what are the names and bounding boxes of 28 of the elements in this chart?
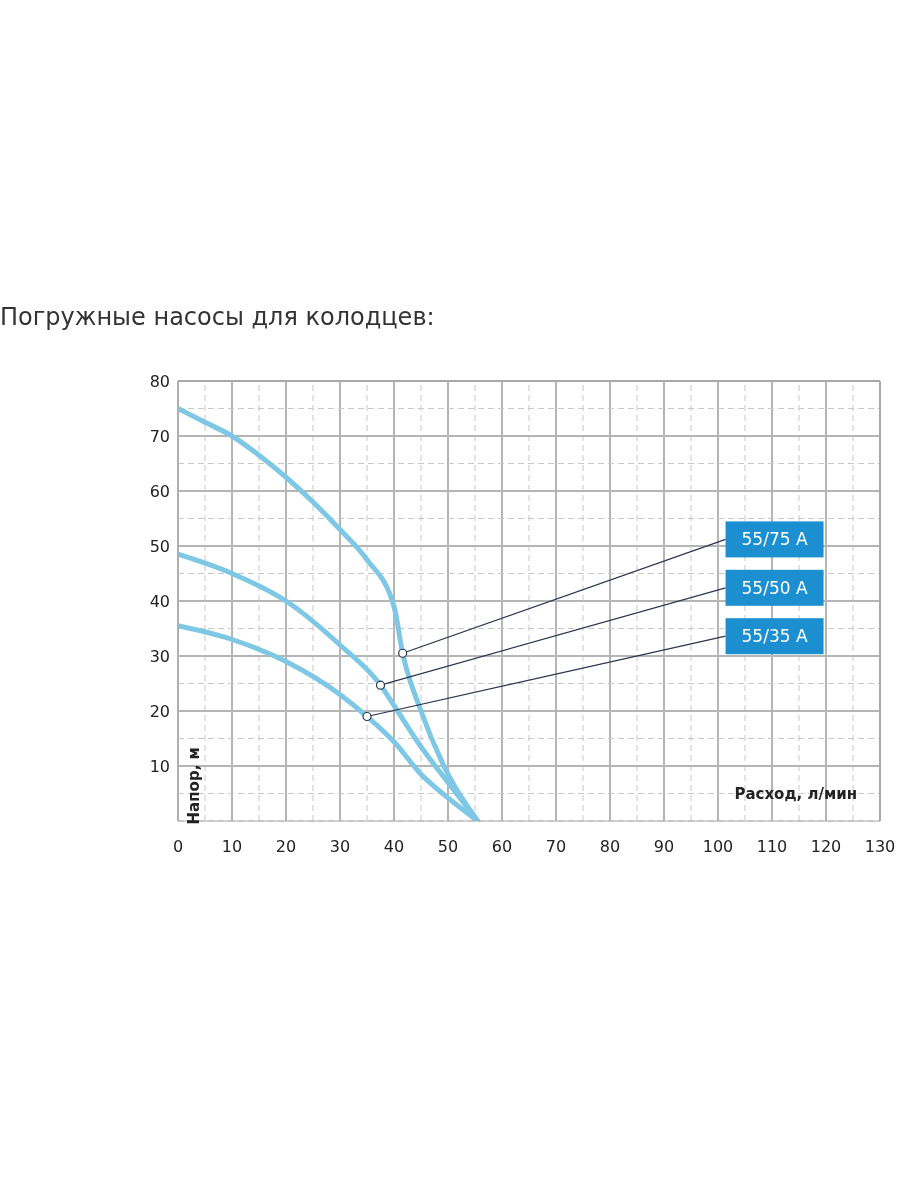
y-tick-label: 10	[149, 756, 170, 776]
annotation: 55/35 A	[741, 626, 808, 647]
x-tick-label: 120	[810, 837, 842, 857]
y-tick-label: 30	[149, 646, 170, 666]
y-tick-label: 40	[149, 591, 170, 611]
y-tick-label: 60	[149, 481, 170, 501]
x-tick-label: 130	[864, 837, 896, 857]
annotation: 55/50 A	[741, 577, 808, 598]
chart-title: Погружные насосы для колодцев:	[0, 303, 436, 331]
x-tick-label: 50	[437, 837, 459, 857]
y-tick-label: 50	[149, 536, 170, 556]
x-tick-label: 90	[653, 837, 675, 857]
y-tick-label: 70	[149, 426, 170, 446]
x-tick-label: 70	[545, 837, 567, 857]
x-tick-label: 10	[221, 837, 243, 857]
x-tick-label: 40	[383, 837, 405, 857]
x-tick-label: 20	[275, 837, 297, 857]
x-axis-title: Расход, л/мин	[734, 785, 858, 803]
x-tick-label: 110	[756, 837, 788, 857]
y-tick-label: 80	[149, 371, 170, 391]
x-tick-label: 0	[172, 837, 184, 857]
annotation: 55/75 A	[741, 529, 808, 550]
x-tick-label: 30	[329, 837, 351, 857]
x-tick-label: 60	[491, 837, 513, 857]
x-tick-label: 80	[599, 837, 621, 857]
y-tick-label: 20	[149, 701, 170, 721]
y-axis-title: Напор, м	[185, 747, 204, 825]
x-tick-label: 100	[702, 837, 734, 857]
